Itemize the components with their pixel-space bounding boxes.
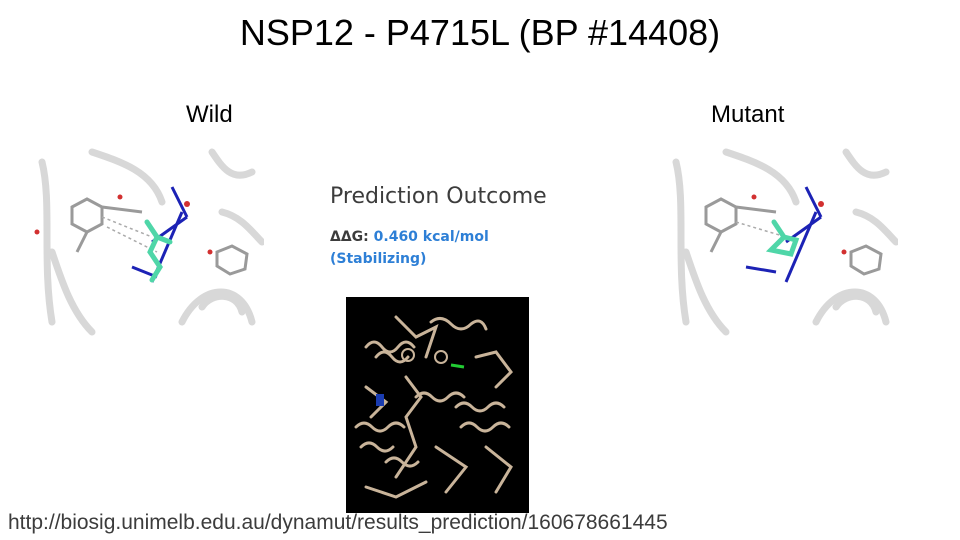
mutant-structure-image	[672, 148, 898, 336]
mutant-label: Mutant	[711, 101, 785, 128]
wild-label: Wild	[186, 101, 233, 128]
prediction-title: Prediction Outcome	[330, 184, 547, 209]
wild-structure-image	[34, 148, 264, 336]
ddg-classification: (Stabilizing)	[330, 251, 427, 267]
source-url: http://biosig.unimelb.edu.au/dynamut/res…	[8, 511, 668, 534]
ddg-result: ΔΔG: 0.460 kcal/mol (Stabilizing)	[330, 226, 550, 270]
ddg-label: ΔΔG:	[330, 229, 369, 245]
ddg-value: 0.460 kcal/mol	[373, 229, 489, 245]
protein-structure-image	[346, 297, 529, 513]
slide-title: NSP12 - P4715L (BP #14408)	[239, 12, 721, 53]
